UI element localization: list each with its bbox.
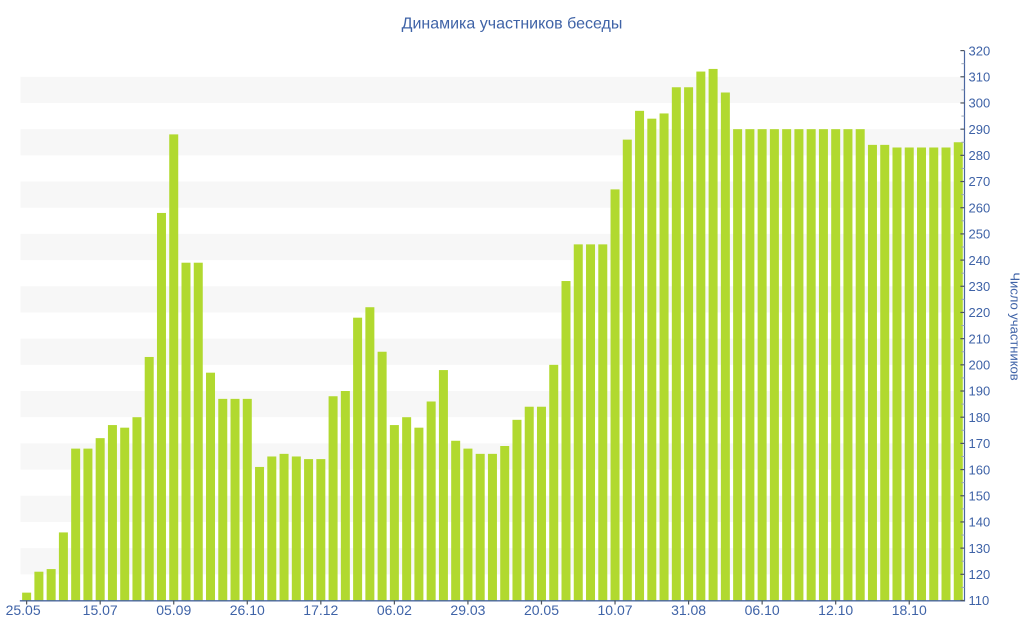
svg-text:26.10: 26.10 — [230, 602, 265, 618]
svg-text:270: 270 — [969, 174, 991, 189]
svg-text:230: 230 — [969, 279, 991, 294]
svg-text:310: 310 — [969, 69, 991, 84]
svg-text:29.03: 29.03 — [450, 602, 485, 618]
svg-text:220: 220 — [969, 305, 991, 320]
svg-text:17.12: 17.12 — [303, 602, 338, 618]
svg-text:260: 260 — [969, 200, 991, 215]
svg-text:240: 240 — [969, 253, 991, 268]
svg-text:300: 300 — [969, 96, 991, 111]
svg-text:140: 140 — [969, 515, 991, 530]
svg-text:290: 290 — [969, 122, 991, 137]
svg-text:25.05: 25.05 — [6, 602, 41, 618]
svg-text:15.07: 15.07 — [83, 602, 118, 618]
svg-text:190: 190 — [969, 384, 991, 399]
svg-text:280: 280 — [969, 148, 991, 163]
svg-text:130: 130 — [969, 541, 991, 556]
svg-text:31.08: 31.08 — [671, 602, 706, 618]
svg-text:10.07: 10.07 — [598, 602, 633, 618]
svg-text:110: 110 — [969, 593, 990, 608]
svg-text:120: 120 — [969, 567, 991, 582]
svg-text:160: 160 — [969, 462, 991, 477]
svg-text:150: 150 — [969, 488, 991, 503]
svg-text:320: 320 — [969, 43, 991, 58]
svg-text:200: 200 — [969, 358, 991, 373]
svg-text:210: 210 — [969, 331, 991, 346]
svg-text:180: 180 — [969, 410, 991, 425]
svg-text:06.10: 06.10 — [745, 602, 780, 618]
svg-text:05.09: 05.09 — [156, 602, 191, 618]
svg-text:12.10: 12.10 — [818, 602, 853, 618]
svg-text:170: 170 — [969, 436, 991, 451]
svg-text:18.10: 18.10 — [892, 602, 927, 618]
svg-text:20.05: 20.05 — [524, 602, 559, 618]
svg-text:06.02: 06.02 — [377, 602, 412, 618]
svg-text:Динамика участников беседы: Динамика участников беседы — [402, 16, 623, 33]
svg-text:Число участников: Число участников — [1008, 272, 1023, 380]
svg-text:250: 250 — [969, 227, 991, 242]
